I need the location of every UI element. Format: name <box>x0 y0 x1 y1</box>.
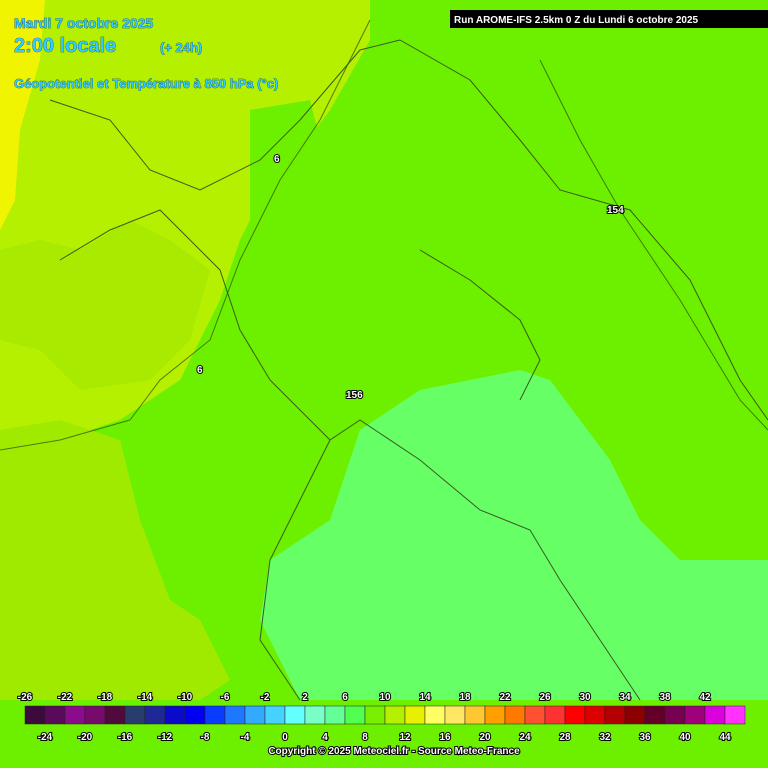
color-swatch <box>684 705 706 725</box>
color-swatch <box>144 705 166 725</box>
border <box>259 439 331 701</box>
color-swatch <box>324 705 346 725</box>
color-swatch <box>704 705 726 725</box>
legend-label: 12 <box>399 732 411 743</box>
contour-label: 6 <box>274 154 280 165</box>
legend-label: -16 <box>118 732 133 743</box>
border <box>59 209 641 701</box>
color-swatch <box>384 705 406 725</box>
legend-label: 20 <box>479 732 491 743</box>
contour-label: 6 <box>197 365 203 376</box>
color-swatch <box>284 705 306 725</box>
cool-patch <box>250 100 320 220</box>
color-swatch <box>304 705 326 725</box>
lead: (+ 24h) <box>160 40 202 55</box>
warm-zone-south <box>0 420 230 700</box>
legend-label: 16 <box>439 732 451 743</box>
legend-label: -22 <box>58 692 73 703</box>
legend-label: 24 <box>519 732 531 743</box>
color-swatch <box>84 705 106 725</box>
color-swatch <box>724 705 746 725</box>
legend-label: 4 <box>322 732 328 743</box>
color-swatch <box>484 705 506 725</box>
legend-label: 2 <box>302 692 308 703</box>
legend-label: 42 <box>699 692 711 703</box>
color-swatch <box>164 705 186 725</box>
color-swatch <box>464 705 486 725</box>
legend-label: -12 <box>158 732 173 743</box>
date: Mardi 7 octobre 2025 <box>14 15 153 31</box>
contour-label: 156 <box>346 390 363 401</box>
legend-label: 0 <box>282 732 288 743</box>
color-swatch <box>364 705 386 725</box>
legend-label: 34 <box>619 692 631 703</box>
legend-label: 14 <box>419 692 431 703</box>
run: Run AROME-IFS 2.5km 0 Z du Lundi 6 octob… <box>454 15 699 26</box>
legend-label: 32 <box>599 732 611 743</box>
color-swatch <box>624 705 646 725</box>
warm-zone-inner <box>0 220 210 390</box>
color-swatch <box>564 705 586 725</box>
cool-zone <box>260 370 768 700</box>
legend-label: 44 <box>719 732 731 743</box>
color-swatch <box>524 705 546 725</box>
contour-label: 154 <box>607 205 624 216</box>
field: Géopotentiel et Température à 850 hPa (°… <box>14 76 278 91</box>
color-swatch <box>544 705 566 725</box>
legend-label: 36 <box>639 732 651 743</box>
contour <box>0 19 371 451</box>
color-swatch <box>444 705 466 725</box>
color-swatch <box>204 705 226 725</box>
legend-label: -20 <box>78 732 93 743</box>
legend-label: -4 <box>241 732 250 743</box>
time: 2:00 locale <box>14 35 116 57</box>
legend-label: 38 <box>659 692 671 703</box>
legend-label: 6 <box>342 692 348 703</box>
legend-label: 40 <box>679 732 691 743</box>
color-swatch <box>404 705 426 725</box>
legend-label: 8 <box>362 732 368 743</box>
legend-label: -14 <box>138 692 153 703</box>
color-swatch <box>604 705 626 725</box>
color-swatch <box>344 705 366 725</box>
color-swatch <box>224 705 246 725</box>
color-swatch <box>124 705 146 725</box>
color-swatch <box>644 705 666 725</box>
border <box>399 39 768 421</box>
legend-label: 28 <box>559 732 571 743</box>
legend-label: -26 <box>18 692 33 703</box>
colorbar: -26-24-22-20-18-16-14-12-10-8-6-4-202468… <box>17 691 746 744</box>
run-box <box>450 10 768 28</box>
hot-zone <box>0 0 45 230</box>
color-swatch <box>44 705 66 725</box>
color-swatch <box>664 705 686 725</box>
color-swatch <box>424 705 446 725</box>
legend-label: 10 <box>379 692 391 703</box>
legend-label: -6 <box>221 692 230 703</box>
color-swatch <box>104 705 126 725</box>
legend-label: 26 <box>539 692 551 703</box>
legend-label: -8 <box>201 732 210 743</box>
color-swatch <box>504 705 526 725</box>
color-swatch <box>64 705 86 725</box>
color-swatch <box>24 705 46 725</box>
legend-label: -18 <box>98 692 113 703</box>
border <box>419 249 541 401</box>
legend-label: -2 <box>261 692 270 703</box>
legend-label: 18 <box>459 692 471 703</box>
legend-label: 22 <box>499 692 511 703</box>
legend-label: -24 <box>38 732 53 743</box>
color-swatch <box>244 705 266 725</box>
color-swatch <box>184 705 206 725</box>
copyright: Copyright © 2025 Meteociel.fr - Source M… <box>268 746 520 757</box>
legend-label: 30 <box>579 692 591 703</box>
color-swatch <box>584 705 606 725</box>
contour <box>539 59 768 431</box>
color-swatch <box>264 705 286 725</box>
border <box>49 39 401 191</box>
legend-label: -10 <box>178 692 193 703</box>
